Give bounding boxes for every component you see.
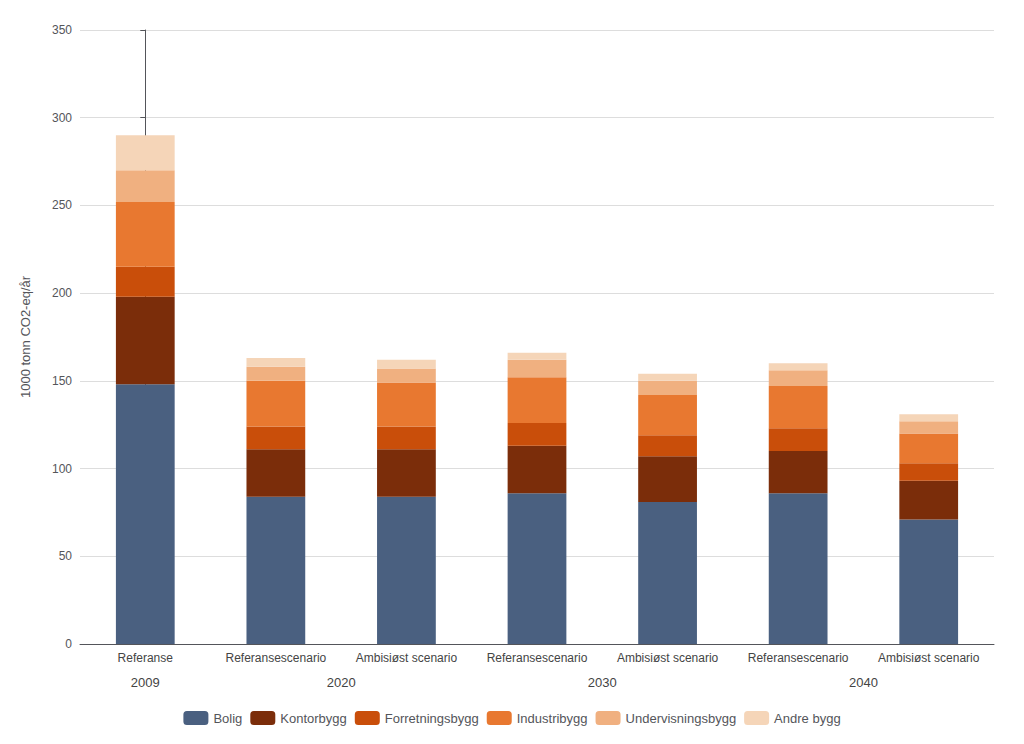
svg-text:300: 300 [52,111,72,125]
svg-text:Bolig: Bolig [213,711,242,726]
svg-text:0: 0 [65,637,72,651]
svg-text:Referansescenario: Referansescenario [225,651,326,665]
svg-text:200: 200 [52,286,72,300]
svg-text:Andre bygg: Andre bygg [774,711,841,726]
svg-text:2020: 2020 [327,675,356,690]
svg-text:Ambisiøst scenario: Ambisiøst scenario [617,651,719,665]
svg-text:50: 50 [59,549,73,563]
svg-text:Referanse: Referanse [118,651,174,665]
svg-text:1000 tonn CO2-eq/år: 1000 tonn CO2-eq/år [18,275,33,398]
svg-text:250: 250 [52,198,72,212]
svg-text:2040: 2040 [849,675,878,690]
svg-text:Ambisiøst scenario: Ambisiøst scenario [878,651,980,665]
svg-text:100: 100 [52,462,72,476]
svg-text:Industribygg: Industribygg [517,711,588,726]
svg-text:Ambisiøst scenario: Ambisiøst scenario [356,651,458,665]
svg-text:2009: 2009 [131,675,160,690]
svg-text:Referansescenario: Referansescenario [748,651,849,665]
svg-text:Referansescenario: Referansescenario [487,651,588,665]
svg-text:Forretningsbygg: Forretningsbygg [385,711,479,726]
svg-text:Kontorbygg: Kontorbygg [280,711,347,726]
svg-text:350: 350 [52,23,72,37]
svg-text:Undervisningsbygg: Undervisningsbygg [626,711,737,726]
svg-text:150: 150 [52,374,72,388]
svg-text:2030: 2030 [588,675,617,690]
